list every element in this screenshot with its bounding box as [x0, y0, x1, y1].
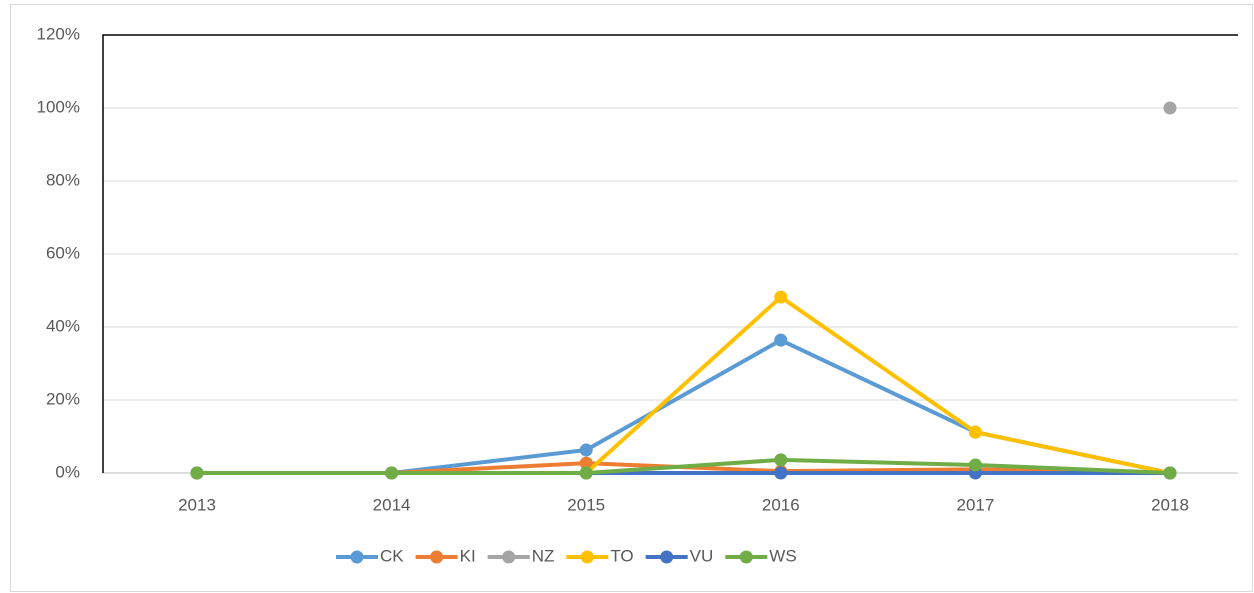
data-point	[579, 443, 593, 457]
y-tick-label: 0%	[55, 462, 80, 481]
data-point	[774, 466, 788, 480]
data-point	[190, 466, 204, 480]
data-point	[774, 290, 788, 304]
x-tick-label: 2018	[1151, 495, 1189, 514]
legend-label: WS	[769, 546, 796, 565]
plot-frame	[102, 34, 1238, 473]
legend-label: NZ	[532, 546, 555, 565]
legend-label: KI	[460, 546, 476, 565]
legend-marker	[350, 550, 364, 564]
x-tick-label: 2015	[567, 495, 605, 514]
chart-border	[10, 4, 1253, 592]
data-point	[774, 333, 788, 347]
x-tick-label: 2016	[762, 495, 800, 514]
x-tick-label: 2014	[373, 495, 411, 514]
legend-marker	[739, 550, 753, 564]
data-point	[1163, 466, 1177, 480]
legend-label: CK	[380, 546, 404, 565]
data-point	[1163, 101, 1177, 115]
x-tick-label: 2013	[178, 495, 216, 514]
legend-label: TO	[610, 546, 633, 565]
y-tick-label: 120%	[37, 24, 80, 43]
y-tick-label: 80%	[46, 170, 80, 189]
y-tick-label: 100%	[37, 97, 80, 116]
data-point	[968, 458, 982, 472]
data-point	[774, 453, 788, 467]
x-tick-label: 2017	[956, 495, 994, 514]
data-point	[579, 456, 593, 470]
legend-marker	[580, 550, 594, 564]
legend-marker	[430, 550, 444, 564]
y-tick-label: 20%	[46, 389, 80, 408]
legend-label: VU	[690, 546, 714, 565]
y-tick-label: 60%	[46, 243, 80, 262]
legend-marker	[660, 550, 674, 564]
legend-marker	[502, 550, 516, 564]
data-point	[968, 425, 982, 439]
y-tick-label: 40%	[46, 316, 80, 335]
data-point	[579, 466, 593, 480]
data-point	[385, 466, 399, 480]
series-line	[197, 457, 1171, 475]
